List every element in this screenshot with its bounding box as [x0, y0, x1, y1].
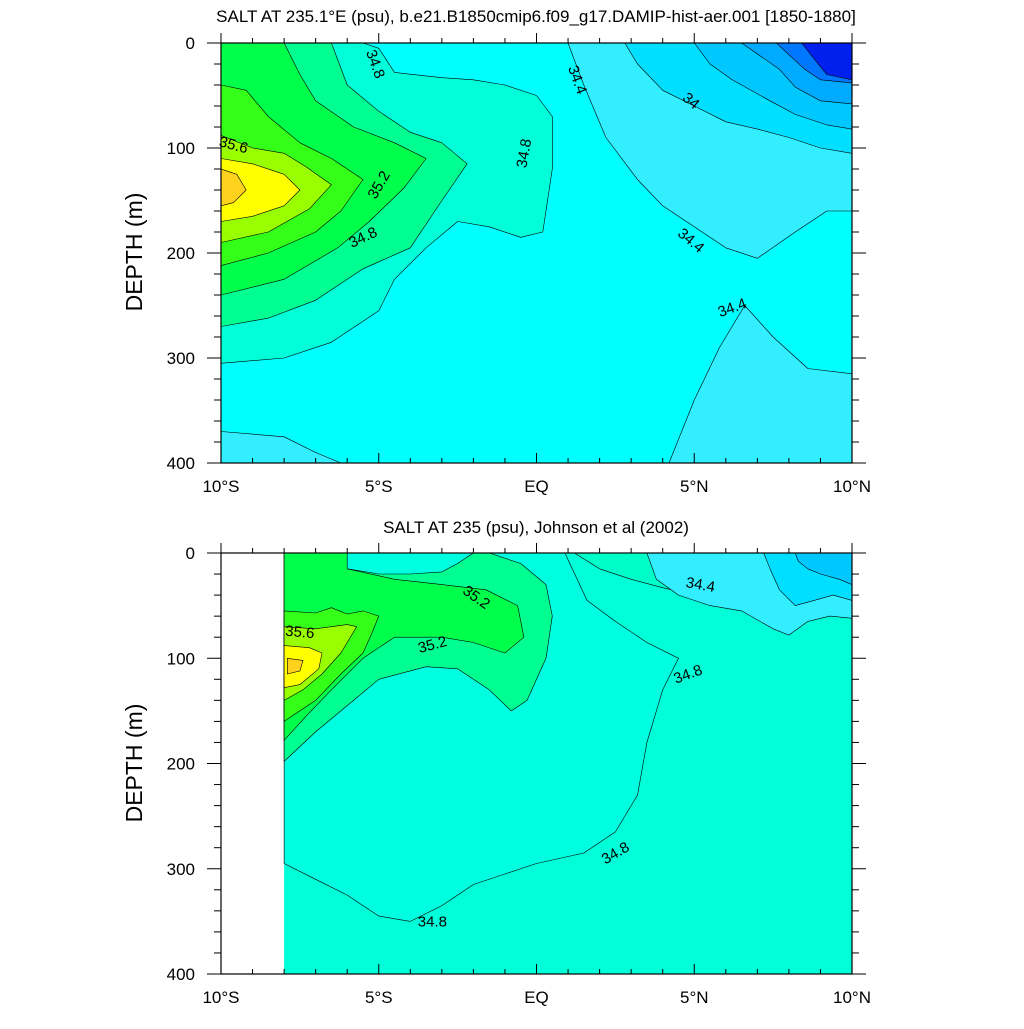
- contour-label: 34.8: [418, 913, 447, 930]
- contour-region: [221, 431, 342, 463]
- x-tick-label: 10°N: [833, 477, 871, 496]
- contour-region: [283, 645, 323, 689]
- y-tick-label: 300: [167, 349, 195, 368]
- y-tick-label: 0: [186, 544, 195, 563]
- x-tick-label: EQ: [524, 477, 549, 496]
- panel-bottom: SALT AT 235 (psu), Johnson et al (2002) …: [121, 518, 871, 1007]
- contour-region: [221, 158, 301, 222]
- contour-region: [221, 168, 247, 207]
- panel-title: SALT AT 235.1°E (psu), b.e21.B1850cmip6.…: [216, 7, 856, 26]
- panel-top: SALT AT 235.1°E (psu), b.e21.B1850cmip6.…: [121, 7, 871, 496]
- contour-label: 34.8: [513, 137, 535, 169]
- contour-region: [801, 43, 852, 81]
- y-tick-label: 400: [167, 454, 195, 473]
- y-tick-label: 300: [167, 860, 195, 879]
- contour-plot-area: 35.2 34.435.635.234.834.834.810°S 5°S EQ 5°N…: [167, 543, 871, 1007]
- contour-label: 35.6: [217, 133, 250, 157]
- contour-region: [794, 553, 852, 585]
- contour-label: 34.4: [685, 574, 717, 596]
- x-tick-label: 5°S: [365, 477, 393, 496]
- x-tick-label: 5°N: [680, 477, 709, 496]
- y-tick-label: 400: [167, 965, 195, 984]
- contour-region: [668, 305, 852, 463]
- y-tick-label: 0: [186, 34, 195, 53]
- y-axis-title: DEPTH (m): [121, 704, 147, 823]
- y-tick-label: 100: [167, 139, 195, 158]
- x-tick-label: 10°S: [202, 988, 239, 1007]
- x-tick-label: 5°N: [680, 988, 709, 1007]
- panel-title: SALT AT 235 (psu), Johnson et al (2002): [383, 518, 689, 537]
- contour-region: [286, 657, 304, 675]
- x-tick-label: 5°S: [365, 988, 393, 1007]
- contour-label: 35.6: [285, 623, 316, 642]
- contour-label: 34: [679, 89, 703, 113]
- y-axis-title: DEPTH (m): [121, 193, 147, 312]
- contour-region: [283, 553, 525, 741]
- y-tick-label: 200: [167, 244, 195, 263]
- y-tick-label: 200: [167, 755, 195, 774]
- y-tick-label: 100: [167, 649, 195, 668]
- x-tick-label: 10°N: [833, 988, 871, 1007]
- contour-label: 35.2: [416, 633, 449, 657]
- x-tick-label: 10°S: [202, 477, 239, 496]
- x-tick-label: EQ: [524, 988, 549, 1007]
